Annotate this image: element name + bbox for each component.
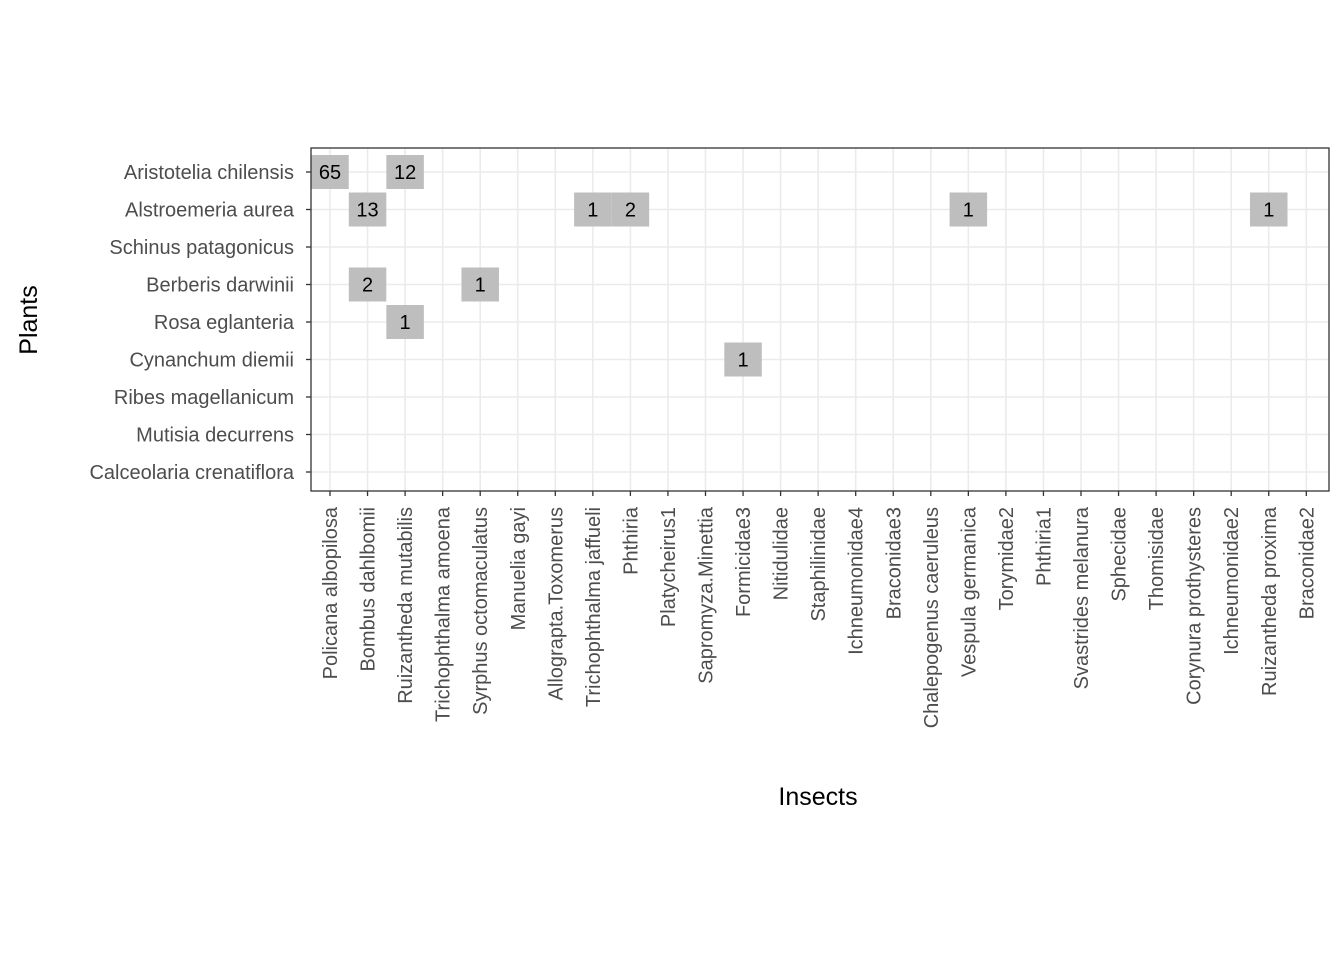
y-tick-label: Schinus patagonicus [109,237,294,259]
y-tick-label: Mutisia decurrens [136,425,294,447]
x-tick-label: Ichneumonidae2 [1221,507,1243,655]
y-tick-label: Berberis darwinii [146,275,294,297]
panel-border [310,147,1330,492]
x-tick-label: Trichophthalma jaffueli [583,507,605,707]
axis-ticks [306,171,1307,496]
heatmap-tile [949,192,988,227]
y-tick-label: Ribes magellanicum [114,387,294,409]
x-tick-label: Braconidae3 [883,507,905,619]
tile-value-label: 1 [400,312,411,334]
x-tick-label: Torymidae2 [996,507,1018,610]
tile-value-label: 1 [475,275,486,297]
heatmap-tile [724,342,762,377]
tile-value-label: 12 [394,162,416,184]
tile-value-label: 1 [1263,200,1274,222]
heatmap-tile [311,155,349,189]
x-tick-label: Bombus dahlbomii [358,507,380,672]
x-tick-label: Ruizantheda mutabilis [395,507,417,704]
x-tick-label: Syrphus octomaculatus [470,507,492,715]
x-tick-label: Formicidae3 [733,507,755,617]
heatmap-tile [574,192,612,227]
heatmap-tile [1250,192,1288,227]
x-tick-label: Allograpta.Toxomerus [545,507,567,700]
x-tick-label: Ichneumonidae4 [846,507,868,655]
x-axis-title: Insects [778,783,857,811]
x-tick-label: Braconidae2 [1296,507,1318,619]
x-tick-label: Svastrides melanura [1071,506,1093,689]
y-tick-label: Alstroemeria aurea [125,200,295,222]
x-tick-label: Corynura prothysteres [1184,507,1206,705]
heatmap-tile [348,267,387,302]
x-tick-label: Policana albopilosa [320,506,342,679]
tile-value-label: 65 [319,162,341,184]
tile-value-label: 2 [362,275,373,297]
x-tick-label: Vespula germanica [958,506,980,677]
heatmap-tile [386,305,424,339]
y-axis-tick-labels: Aristotelia chilensis Alstroemeria aurea S… [89,162,294,484]
x-tick-label: Sphecidae [1109,507,1131,602]
y-tick-label: Calceolaria crenatiflora [89,462,294,484]
heatmap-tile [348,192,387,227]
x-axis-tick-labels: Policana albopilosa Bombus dahlbomii Ruiza… [320,506,1318,728]
x-tick-label: Chalepogenus caeruleus [921,507,943,728]
x-tick-label: Manuelia gayi [508,507,530,630]
x-tick-label: Thomisidae [1146,507,1168,610]
x-tick-label: Platycheirus1 [658,507,680,627]
y-tick-label: Aristotelia chilensis [124,162,294,184]
x-tick-label: Phthiria1 [1033,507,1055,586]
x-tick-label: Staphilinidae [808,507,830,622]
heatmap-tile [611,192,650,227]
tile-value-label: 1 [587,200,598,222]
tile-value-label: 2 [625,200,636,222]
heatmap-tile [386,155,424,189]
y-tick-label: Cynanchum diemii [129,350,294,372]
tile-value-label: 13 [356,200,378,222]
tile-value-label: 1 [737,350,748,372]
y-axis-title: Plants [15,285,43,354]
x-tick-label: Trichophthalma amoena [433,506,455,722]
x-tick-label: Sapromyza.Minettia [696,506,718,684]
heatmap-tile [461,267,499,302]
x-tick-label: Phthiria [620,506,642,575]
x-tick-label: Ruizantheda proxima [1259,506,1281,696]
tile-value-label: 1 [963,200,974,222]
y-tick-label: Rosa eglanteria [154,312,295,334]
x-tick-label: Nitidulidae [771,507,793,600]
